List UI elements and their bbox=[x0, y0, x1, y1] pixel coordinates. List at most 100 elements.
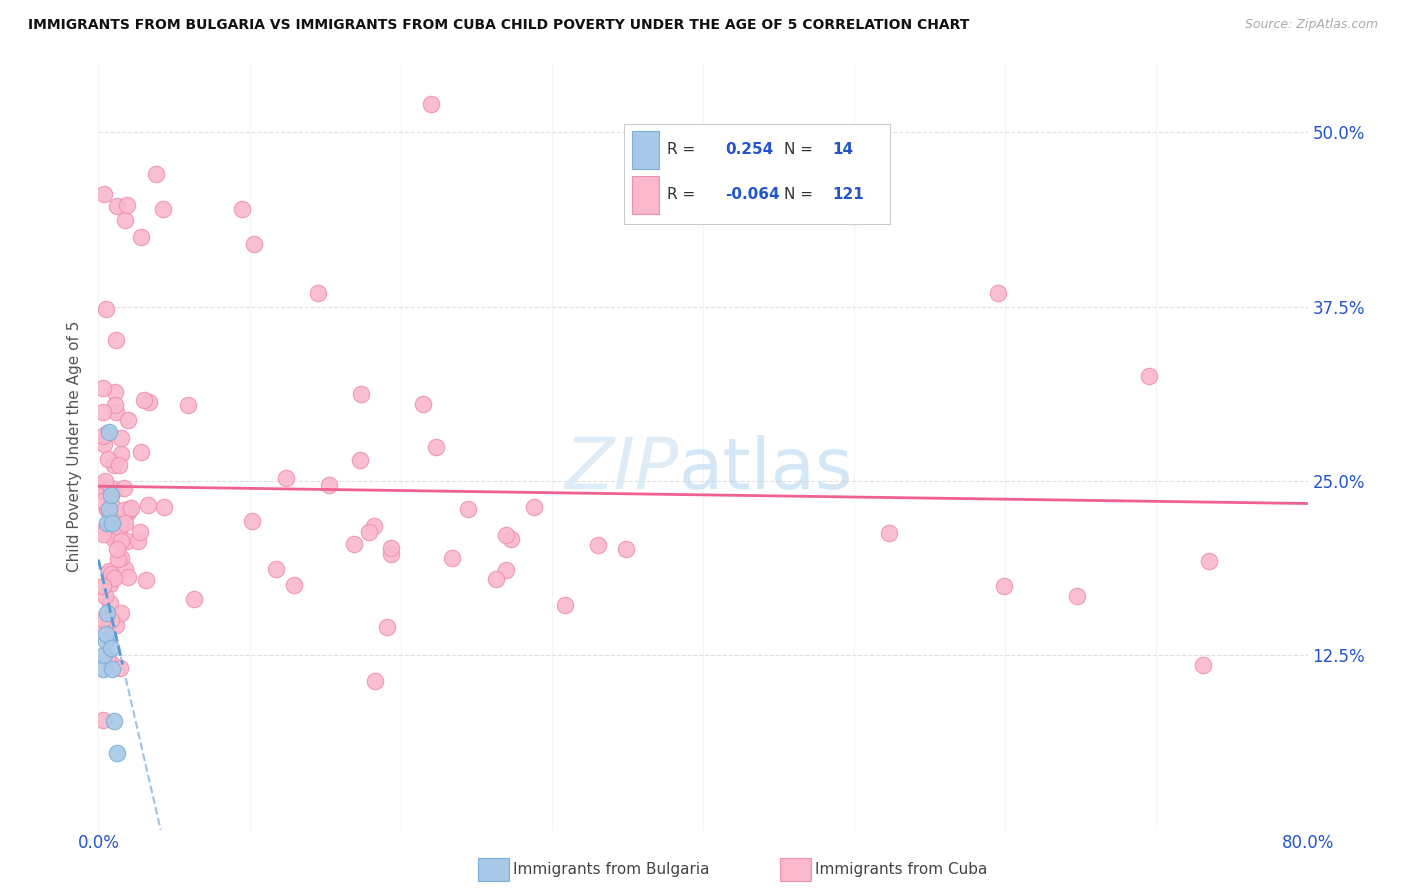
Point bbox=[114, 212, 136, 227]
Point bbox=[103, 483, 125, 498]
Point bbox=[136, 498, 159, 512]
Point bbox=[101, 662, 124, 676]
Point bbox=[91, 484, 114, 499]
Point bbox=[91, 404, 114, 418]
Point bbox=[129, 524, 152, 539]
Point bbox=[264, 562, 287, 576]
Point bbox=[97, 452, 120, 467]
Point bbox=[112, 503, 135, 517]
Point bbox=[100, 641, 122, 656]
Point bbox=[91, 713, 114, 727]
Point bbox=[96, 485, 118, 500]
Point bbox=[93, 437, 115, 451]
Point bbox=[97, 519, 120, 533]
Point bbox=[101, 516, 124, 530]
Point bbox=[554, 598, 576, 612]
Point bbox=[107, 508, 129, 523]
Point bbox=[107, 551, 129, 566]
Point bbox=[98, 577, 121, 591]
Point bbox=[110, 533, 132, 548]
Point bbox=[91, 578, 114, 592]
Point bbox=[523, 500, 546, 514]
Point bbox=[359, 524, 381, 539]
Point bbox=[987, 285, 1010, 300]
Point bbox=[318, 478, 340, 492]
Point bbox=[114, 516, 136, 530]
Point bbox=[153, 500, 176, 514]
Text: IMMIGRANTS FROM BULGARIA VS IMMIGRANTS FROM CUBA CHILD POVERTY UNDER THE AGE OF : IMMIGRANTS FROM BULGARIA VS IMMIGRANTS F… bbox=[28, 18, 970, 32]
Point bbox=[131, 444, 153, 458]
Point bbox=[104, 618, 127, 632]
Point bbox=[135, 573, 157, 587]
Point bbox=[586, 538, 609, 552]
Point bbox=[91, 476, 114, 491]
Point bbox=[375, 620, 398, 634]
Point bbox=[98, 425, 121, 439]
Point bbox=[343, 536, 366, 550]
Point bbox=[104, 398, 127, 412]
Point bbox=[183, 592, 205, 607]
Point bbox=[96, 427, 118, 442]
Text: ZIP: ZIP bbox=[564, 434, 679, 503]
Point bbox=[110, 447, 132, 461]
Point bbox=[117, 412, 139, 426]
Point bbox=[501, 532, 523, 546]
Point bbox=[117, 505, 139, 519]
Point bbox=[350, 387, 373, 401]
Point bbox=[117, 570, 139, 584]
Point bbox=[380, 541, 402, 555]
Point bbox=[93, 186, 115, 201]
Point bbox=[104, 334, 127, 348]
Point bbox=[425, 440, 447, 454]
Point bbox=[100, 656, 122, 670]
Point bbox=[100, 483, 122, 498]
Point bbox=[91, 381, 114, 395]
Point bbox=[243, 236, 266, 251]
Point bbox=[274, 471, 297, 485]
Y-axis label: Child Poverty Under the Age of 5: Child Poverty Under the Age of 5 bbox=[67, 320, 83, 572]
Point bbox=[103, 458, 125, 473]
Point bbox=[108, 458, 131, 473]
Point bbox=[364, 673, 387, 688]
Point bbox=[91, 527, 114, 541]
Point bbox=[91, 612, 114, 626]
Point bbox=[96, 650, 118, 665]
Point bbox=[100, 613, 122, 627]
Point bbox=[363, 519, 385, 533]
Point bbox=[91, 494, 114, 508]
Text: Immigrants from Cuba: Immigrants from Cuba bbox=[815, 863, 988, 877]
Point bbox=[105, 541, 128, 556]
Point bbox=[495, 528, 517, 542]
Point bbox=[91, 617, 114, 632]
Point bbox=[105, 199, 128, 213]
Point bbox=[94, 302, 117, 317]
Point bbox=[129, 229, 152, 244]
Point bbox=[96, 516, 118, 530]
Point bbox=[495, 563, 517, 577]
Point bbox=[115, 198, 138, 212]
Point bbox=[97, 564, 120, 578]
Point bbox=[94, 627, 117, 641]
Point bbox=[98, 501, 121, 516]
Point bbox=[112, 481, 135, 495]
Text: Immigrants from Bulgaria: Immigrants from Bulgaria bbox=[513, 863, 710, 877]
Text: atlas: atlas bbox=[679, 434, 853, 503]
Point bbox=[1066, 589, 1088, 603]
Point bbox=[91, 662, 114, 676]
Point bbox=[993, 579, 1015, 593]
Point bbox=[1192, 657, 1215, 672]
Point bbox=[1137, 369, 1160, 384]
Point bbox=[94, 475, 117, 489]
Point bbox=[231, 202, 253, 216]
Point bbox=[103, 571, 125, 585]
Point bbox=[100, 488, 122, 502]
Point bbox=[108, 520, 131, 534]
Point bbox=[1198, 554, 1220, 568]
Point bbox=[110, 431, 132, 445]
Point bbox=[100, 481, 122, 495]
Point bbox=[110, 606, 132, 620]
Point bbox=[108, 520, 131, 534]
Point bbox=[114, 562, 136, 576]
Point bbox=[105, 405, 128, 419]
Point bbox=[93, 648, 115, 663]
